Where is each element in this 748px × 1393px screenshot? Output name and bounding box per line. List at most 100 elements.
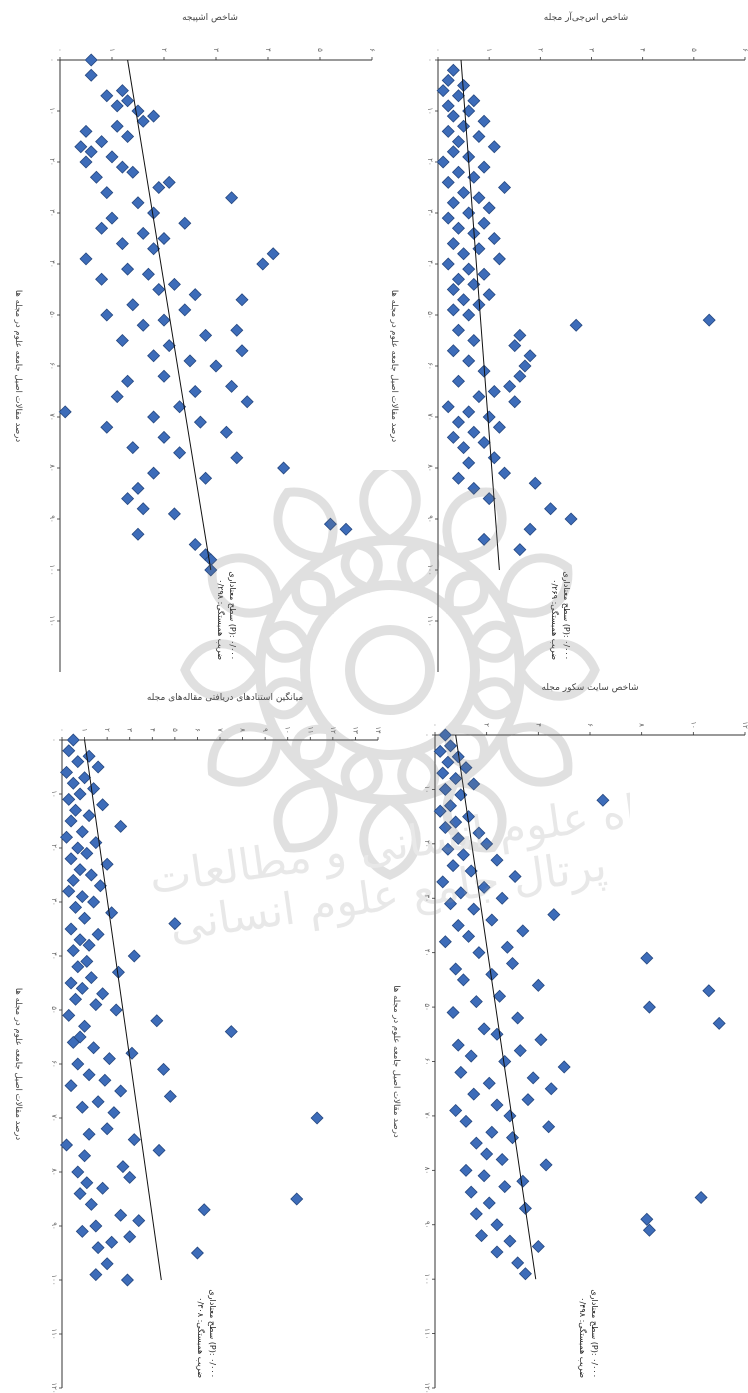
data-point [498,1180,512,1194]
data-point [66,776,80,790]
data-point [446,282,460,297]
data-point [64,814,78,828]
data-point [443,897,458,911]
data-point [188,537,202,552]
x-tick-label: ۴ [264,48,272,52]
correlation-annotation: سطح معناداری (P): ۰/۰۰۰ [228,571,237,660]
x-tick-label: ۰ [434,48,442,52]
data-point [290,1192,304,1206]
data-point [167,507,181,521]
data-point [485,967,499,981]
data-point [487,451,501,465]
data-point [462,206,476,220]
data-point [451,1038,465,1052]
data-point [446,344,460,358]
data-point [78,771,92,785]
correlation-annotation: ضریب همبستگی: ۰/۲۶۹ [550,579,560,660]
y-tick-label: ۱۰۰ [426,564,434,575]
data-point [71,841,85,855]
y-tick-label: ۱۱۰ [50,1328,58,1339]
data-point [436,84,450,98]
y-tick-label: ۷۰ [423,1112,431,1120]
correlation-annotation: ضریب همبستگی: ۰/۴۹۸ [578,1297,588,1378]
data-point [712,1016,726,1030]
data-point [75,890,89,904]
data-point [114,1084,128,1098]
data-point [482,410,496,424]
y-tick-label: ۹۰ [48,515,56,523]
data-point [482,201,496,215]
chart-sjr-index: شاخص اس‌جی‌آر مجله۰۱۲۳۴۵۶۰۱۰۲۰۳۰۴۰۵۰۶۰۷۰… [389,11,748,672]
data-point [199,328,213,342]
correlation-annotation: ضریب همبستگی: ۰/۳۰۸ [196,1297,206,1378]
data-point [110,99,124,113]
data-point [477,216,491,230]
data-point [469,995,483,1009]
data-point [449,815,463,829]
data-point [446,109,460,123]
y-tick-label: ۰ [50,738,58,742]
x-tick-label: ۴ [639,48,647,52]
data-point [121,374,135,388]
data-point [323,517,337,531]
x-tick-label: ۶ [193,728,201,732]
data-point [467,425,481,439]
data-point [454,886,468,900]
data-point [87,782,101,796]
data-point [173,446,187,460]
data-point [449,1103,463,1117]
data-point [235,344,249,358]
data-point [62,792,76,806]
data-point [121,94,135,108]
data-point [123,1230,137,1244]
x-tick-label: ۳ [212,48,220,52]
x-tick-label: ۱ [485,48,493,52]
data-point [131,196,145,210]
data-point [467,481,481,495]
data-point [100,857,114,871]
data-point [82,749,96,763]
data-point [462,929,476,943]
data-point [84,1197,98,1211]
y-axis-label: درصد مقالات اصیل جامعه علوم در مجله ها [389,290,399,443]
data-point [152,1143,166,1157]
data-point [490,1027,504,1041]
data-point [66,1035,80,1049]
trend-line [460,59,500,571]
data-point [120,1273,134,1287]
data-point [197,1203,211,1217]
data-point [462,456,476,470]
data-point [71,1165,85,1179]
data-point [516,1174,530,1188]
data-point [467,902,481,916]
y-tick-label: ۱۱۰ [426,615,434,626]
y-tick-label: ۲۰ [426,158,434,166]
x-tick-label: ۱ [108,48,116,52]
data-point [157,1062,171,1076]
correlation-annotation: سطح معناداری (P): ۰/۰۰۰ [208,1289,217,1378]
data-point [451,221,465,235]
data-point [500,940,514,954]
data-point [443,739,458,753]
x-tick-label: ۱۲ [329,726,337,734]
data-point [60,830,74,844]
data-point [467,777,481,791]
data-point [105,1235,119,1249]
data-point [640,1212,654,1226]
data-point [441,211,455,225]
correlation-annotation: سطح معناداری (P): ۰/۰۰۰ [562,571,571,660]
data-point [84,145,98,159]
x-tick-label: ۶ [741,48,748,52]
data-point [183,354,197,368]
y-tick-label: ۷۰ [50,1114,58,1122]
data-point [531,978,545,992]
data-point [441,124,455,138]
y-tick-label: ۵۰ [423,1003,431,1011]
data-point [62,744,76,758]
data-point [188,288,202,302]
y-tick-label: ۱۲۰ [50,1382,58,1393]
chart-title: شاخص اس‌جی‌آر مجله [544,11,628,23]
data-point [82,1068,96,1082]
data-point [477,1169,491,1183]
